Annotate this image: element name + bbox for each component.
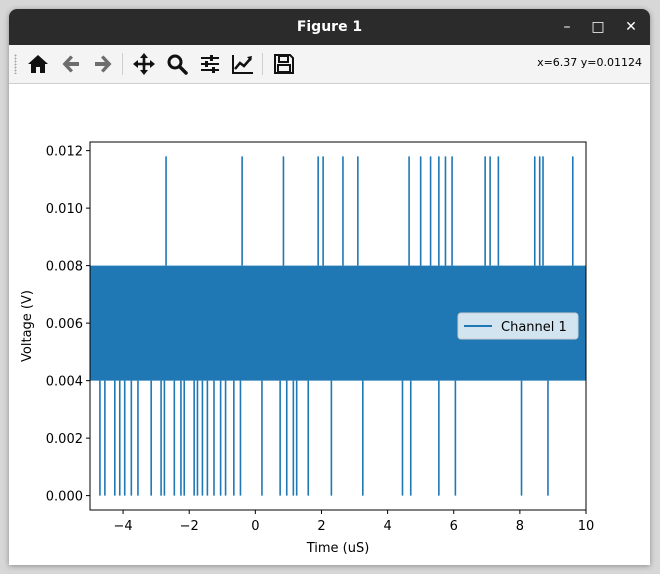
- save-icon: [274, 54, 294, 74]
- configure-subplots-icon: [201, 55, 219, 73]
- cursor-coordinates-readout: x=6.37 y=0.01124: [537, 56, 642, 69]
- x-tick-label: 2: [317, 519, 325, 534]
- x-tick-label: −4: [113, 519, 132, 534]
- maximize-button[interactable]: □: [591, 19, 605, 35]
- title-bar[interactable]: Figure 1 – □ ✕: [9, 9, 650, 45]
- back-button[interactable]: [58, 52, 84, 76]
- y-tick-label: 0.010: [46, 202, 83, 217]
- y-tick-label: 0.004: [46, 375, 83, 390]
- legend-box: [457, 312, 579, 340]
- figure-window: Figure 1 – □ ✕: [9, 9, 650, 565]
- pan-button[interactable]: [131, 52, 157, 76]
- y-tick-label: 0.000: [46, 490, 83, 505]
- navigation-toolbar: x=6.37 y=0.01124: [9, 45, 650, 84]
- configure-subplots-button[interactable]: [197, 52, 223, 76]
- toolbar-separator: [122, 53, 123, 75]
- y-tick-label: 0.002: [46, 432, 83, 447]
- y-tick-label: 0.006: [46, 317, 83, 332]
- edit-axis-icon: [232, 55, 253, 74]
- home-button[interactable]: [25, 52, 51, 76]
- legend-label: Channel 1: [501, 320, 567, 335]
- axes-frame: [89, 141, 587, 511]
- home-icon: [28, 55, 48, 73]
- x-tick-label: 0: [251, 519, 259, 534]
- save-button[interactable]: [271, 52, 297, 76]
- edit-axis-button[interactable]: [230, 52, 256, 76]
- toolbar-grip-handle[interactable]: [14, 54, 17, 74]
- x-axis-label: Time (uS): [306, 541, 370, 556]
- close-button[interactable]: ✕: [625, 19, 637, 35]
- x-tick-label: 10: [578, 519, 595, 534]
- x-tick-label: −2: [180, 519, 199, 534]
- zoom-icon: [167, 54, 188, 75]
- x-tick-label: 8: [516, 519, 524, 534]
- minimize-button[interactable]: –: [563, 19, 571, 35]
- y-tick-label: 0.008: [46, 260, 83, 275]
- plot-area[interactable]: −4 −2 0 2 4 6 8 10 0.000 0.002 0.004 0.006 0.008 0.01…: [9, 84, 650, 565]
- back-arrow-icon: [62, 55, 79, 73]
- figure-canvas[interactable]: −4 −2 0 2 4 6 8 10 0.000 0.002 0.004 0.006 0.008 0.01…: [9, 84, 650, 565]
- zoom-button[interactable]: [164, 52, 190, 76]
- y-tick-label: 0.012: [46, 145, 83, 160]
- y-axis-label: Voltage (V): [20, 290, 35, 362]
- pan-icon: [133, 53, 155, 75]
- toolbar-separator: [262, 53, 263, 75]
- x-tick-label: 4: [383, 519, 391, 534]
- x-tick-label: 6: [450, 519, 458, 534]
- window-title: Figure 1: [296, 19, 363, 35]
- forward-arrow-icon: [95, 55, 112, 73]
- forward-button[interactable]: [90, 52, 116, 76]
